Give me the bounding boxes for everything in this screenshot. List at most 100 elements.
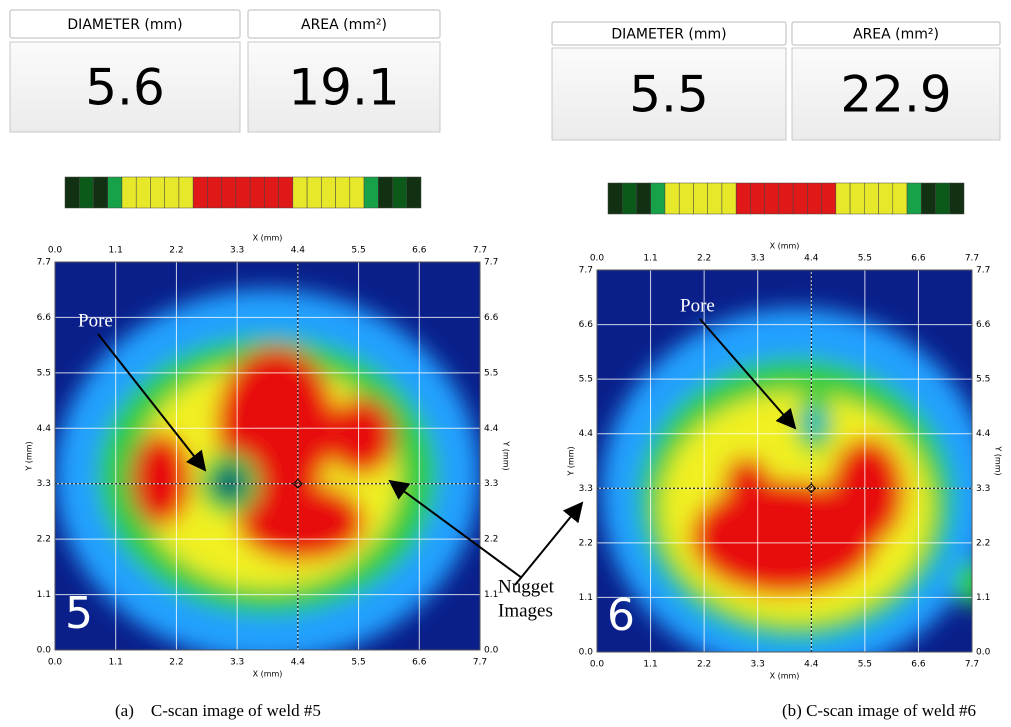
color-bar-cell bbox=[622, 183, 636, 214]
y-tick-label: 7.7 bbox=[976, 266, 990, 276]
color-bar-cell bbox=[236, 177, 250, 208]
weld-number: 5 bbox=[65, 588, 93, 639]
y-tick-label: 6.6 bbox=[37, 313, 52, 323]
color-bar-cell bbox=[93, 177, 107, 208]
x-tick-label: 2.2 bbox=[169, 246, 183, 256]
color-bar-cell bbox=[907, 183, 921, 214]
y-tick-label: 6.6 bbox=[484, 313, 499, 323]
nugget-arrow bbox=[515, 503, 582, 585]
scan-blobs bbox=[55, 289, 480, 661]
color-bar-cell bbox=[893, 183, 907, 214]
y-tick-label: 6.6 bbox=[579, 320, 594, 330]
color-bar-cell bbox=[693, 183, 707, 214]
x-tick-label: 0.0 bbox=[590, 660, 605, 670]
color-bar-cell bbox=[921, 183, 935, 214]
field-value: 19.1 bbox=[288, 59, 399, 117]
color-bar-cell bbox=[378, 177, 392, 208]
x-tick-label: 1.1 bbox=[109, 658, 123, 668]
weld-number: 6 bbox=[607, 590, 635, 641]
annotation: Nugget bbox=[498, 576, 555, 597]
scan-blob bbox=[214, 468, 244, 499]
y-tick-label: 4.4 bbox=[484, 424, 499, 434]
color-bar-cell bbox=[193, 177, 207, 208]
color-bar-cell bbox=[608, 183, 622, 214]
x-tick-label: 0.0 bbox=[590, 254, 605, 264]
color-bar-cell bbox=[936, 183, 950, 214]
y-tick-label: 5.5 bbox=[579, 375, 593, 385]
x-axis-label: X (mm) bbox=[770, 242, 800, 251]
x-tick-label: 6.6 bbox=[412, 658, 427, 668]
y-tick-label: 2.2 bbox=[976, 538, 990, 548]
color-bar-cell bbox=[122, 177, 136, 208]
x-tick-label: 3.3 bbox=[751, 254, 765, 264]
color-bar-cell bbox=[150, 177, 164, 208]
panel: DIAMETER (mm)AREA (mm²)5.619.10.00.00.00… bbox=[10, 10, 511, 720]
color-bar-cell bbox=[350, 177, 364, 208]
y-tick-label: 0.0 bbox=[579, 648, 594, 658]
y-tick-label: 5.5 bbox=[37, 368, 51, 378]
scan-blob bbox=[132, 433, 192, 526]
c-scan-image bbox=[597, 270, 991, 675]
y-tick-label: 0.0 bbox=[976, 648, 991, 658]
x-tick-label: 7.7 bbox=[473, 246, 487, 256]
color-bar-cell bbox=[264, 177, 278, 208]
x-axis-label: X (mm) bbox=[770, 672, 800, 681]
color-bar-cell bbox=[708, 183, 722, 214]
x-tick-label: 0.0 bbox=[48, 658, 63, 668]
color-bar-cell bbox=[736, 183, 750, 214]
color-bar-cell bbox=[79, 177, 93, 208]
y-tick-label: 1.1 bbox=[484, 590, 498, 600]
y-tick-label: 2.2 bbox=[579, 538, 593, 548]
color-bar-cell bbox=[321, 177, 335, 208]
field-label: DIAMETER (mm) bbox=[67, 17, 182, 33]
color-bar-cell bbox=[722, 183, 736, 214]
color-bar-cell bbox=[779, 183, 793, 214]
x-tick-label: 2.2 bbox=[697, 660, 711, 670]
c-scan-image bbox=[55, 262, 480, 662]
color-bar-cell bbox=[636, 183, 650, 214]
color-bar-cell bbox=[165, 177, 179, 208]
scan-blob bbox=[830, 438, 905, 545]
color-bar-cell bbox=[108, 177, 122, 208]
x-tick-label: 4.4 bbox=[291, 658, 306, 668]
color-bar-cell bbox=[651, 183, 665, 214]
color-bar-cell bbox=[65, 177, 79, 208]
color-bar-cell bbox=[393, 177, 407, 208]
annotation: Images bbox=[498, 600, 553, 621]
x-tick-label: 3.3 bbox=[230, 658, 244, 668]
y-tick-label: 1.1 bbox=[976, 593, 990, 603]
x-tick-label: 5.5 bbox=[858, 254, 872, 264]
x-tick-label: 1.1 bbox=[643, 660, 657, 670]
x-tick-label: 6.6 bbox=[412, 246, 427, 256]
y-axis-label: Y (mm) bbox=[25, 441, 34, 471]
scan-blobs bbox=[601, 308, 991, 675]
y-tick-label: 3.3 bbox=[484, 479, 498, 489]
color-bar-cell bbox=[279, 177, 293, 208]
y-tick-label: 2.2 bbox=[484, 535, 498, 545]
field-value: 5.5 bbox=[629, 66, 709, 124]
x-tick-label: 7.7 bbox=[965, 254, 979, 264]
x-tick-label: 4.4 bbox=[291, 246, 306, 256]
x-tick-label: 3.3 bbox=[751, 660, 765, 670]
color-bar-cell bbox=[207, 177, 221, 208]
y-tick-label: 5.5 bbox=[976, 375, 990, 385]
field-label: AREA (mm²) bbox=[301, 17, 387, 33]
pore-label: Pore bbox=[680, 295, 715, 316]
x-tick-label: 1.1 bbox=[643, 254, 657, 264]
x-tick-label: 2.2 bbox=[169, 658, 183, 668]
y-axis-label: Y (mm) bbox=[502, 440, 511, 470]
y-tick-label: 0.0 bbox=[484, 646, 499, 656]
color-bar-cell bbox=[950, 183, 964, 214]
x-tick-label: 4.4 bbox=[804, 660, 819, 670]
y-tick-label: 7.7 bbox=[579, 266, 593, 276]
y-tick-label: 7.7 bbox=[484, 258, 498, 268]
x-tick-label: 7.7 bbox=[473, 658, 487, 668]
color-bar-cell bbox=[850, 183, 864, 214]
x-tick-label: 5.5 bbox=[351, 246, 365, 256]
caption: (b) C-scan image of weld #6 bbox=[782, 701, 976, 720]
y-axis-label: Y (mm) bbox=[567, 446, 576, 476]
color-bar-cell bbox=[807, 183, 821, 214]
x-tick-label: 5.5 bbox=[858, 660, 872, 670]
x-axis-label: X (mm) bbox=[253, 670, 283, 679]
